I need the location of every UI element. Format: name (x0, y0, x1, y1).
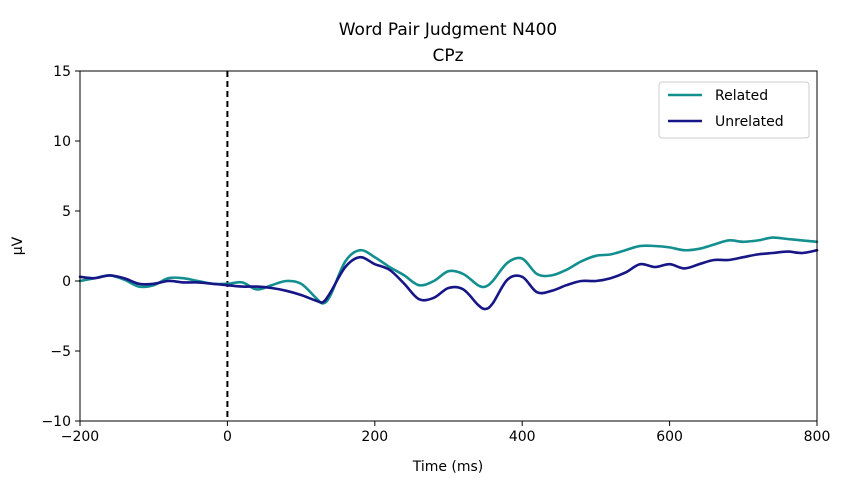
y-tick-label: 5 (62, 204, 71, 220)
y-tick-label: 15 (53, 64, 71, 80)
x-tick-label: −200 (61, 429, 99, 445)
y-axis-label: µV (10, 236, 26, 255)
plot-frame (79, 70, 818, 422)
x-axis-label: Time (ms) (412, 459, 484, 475)
chart-title: Word Pair Judgment N400 (339, 20, 558, 40)
y-tick-label: −5 (50, 344, 71, 360)
y-tick-label: 0 (62, 274, 71, 290)
y-tick-label: −10 (41, 414, 71, 430)
legend-label-unrelated: Unrelated (715, 114, 784, 130)
legend: Related Unrelated (658, 81, 810, 139)
y-axis: −10 −5 0 5 10 15 (41, 64, 80, 430)
x-tick-label: 200 (361, 429, 388, 445)
legend-label-related: Related (715, 88, 768, 104)
x-tick-label: 600 (656, 429, 683, 445)
x-tick-label: 400 (509, 429, 536, 445)
series-line-unrelated (78, 248, 819, 311)
chart-subtitle: CPz (432, 46, 463, 66)
x-axis: −200 0 200 400 600 800 (61, 421, 831, 445)
plot-area (78, 71, 819, 421)
x-tick-label: 800 (804, 429, 831, 445)
y-tick-label: 10 (53, 134, 71, 150)
series-line-related (78, 236, 819, 305)
x-tick-label: 0 (223, 429, 232, 445)
